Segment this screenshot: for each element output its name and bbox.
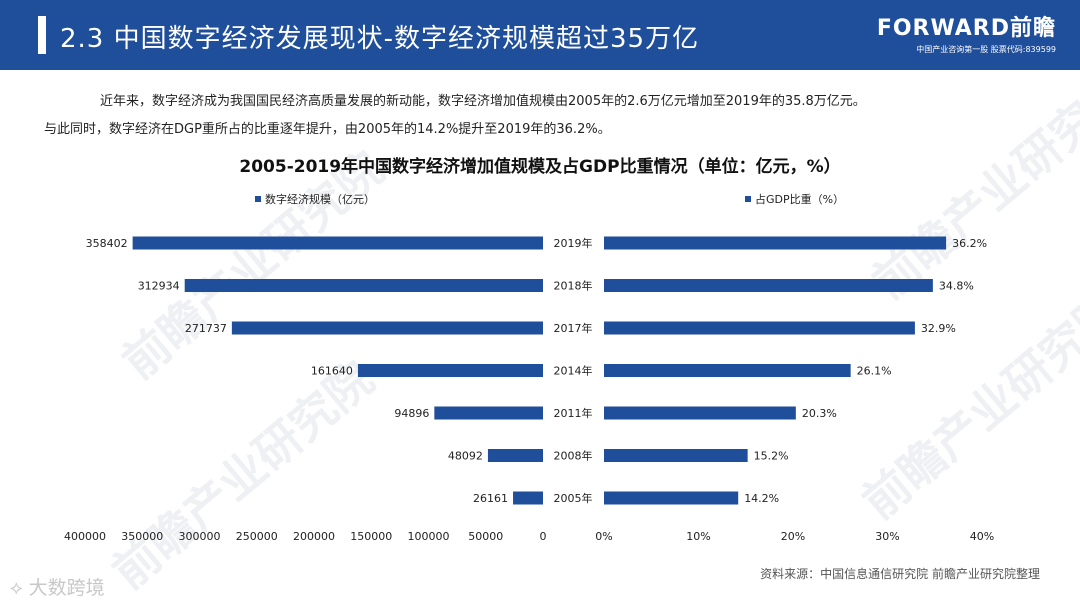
right-bar <box>604 236 947 250</box>
right-axis-tick: 10% <box>686 530 710 543</box>
left-axis-tick: 50000 <box>468 530 503 543</box>
corner-logo-icon: ⟡ <box>10 577 29 599</box>
right-bar <box>604 321 915 335</box>
left-bar <box>231 321 543 335</box>
page-title: 2.3 中国数字经济发展现状-数字经济规模超过35万亿 <box>60 24 700 54</box>
legend-right-label: 占GDP比重（%） <box>755 192 844 206</box>
left-axis-tick: 300000 <box>179 530 221 543</box>
right-bar <box>604 449 748 462</box>
legend-right-swatch <box>745 196 751 202</box>
intro-line-1: 近年来，数字经济成为我国国民经济高质量发展的新动能，数字经济增加值规模由2005… <box>100 94 866 109</box>
left-data-label: 161640 <box>311 365 353 378</box>
left-axis-tick: 250000 <box>236 530 278 543</box>
category-label: 2008年 <box>554 449 593 463</box>
right-axis-tick: 30% <box>875 530 899 543</box>
right-data-label: 36.2% <box>952 237 987 250</box>
logo-subtitle: 中国产业咨询第一股 股票代码:839599 <box>916 45 1056 54</box>
left-axis-tick: 200000 <box>293 530 335 543</box>
right-data-label: 15.2% <box>754 450 789 463</box>
left-axis-tick: 400000 <box>64 530 106 543</box>
corner-text: 大数跨境 <box>28 577 105 599</box>
category-label: 2014年 <box>554 364 593 378</box>
header-banner: 2.3 中国数字经济发展现状-数字经济规模超过35万亿 FORWARD前瞻 中国… <box>0 0 1080 70</box>
right-data-label: 34.8% <box>939 280 974 293</box>
category-label: 2005年 <box>554 491 593 505</box>
left-axis-tick: 350000 <box>121 530 163 543</box>
left-data-label: 271737 <box>185 322 227 335</box>
legend-left-label: 数字经济规模（亿元） <box>265 192 375 206</box>
right-bar <box>604 364 851 377</box>
right-axis-tick: 0% <box>595 530 612 543</box>
corner-watermark: ⟡ 大数跨境 <box>10 573 105 600</box>
left-bar <box>184 279 544 292</box>
intro-line-2: 与此同时，数字经济在DGP重所占的比重逐年提升，由2005年的14.2%提升至2… <box>44 122 611 137</box>
left-data-label: 94896 <box>394 407 429 420</box>
right-data-label: 14.2% <box>744 492 779 505</box>
left-data-label: 312934 <box>138 280 180 293</box>
left-bar <box>487 449 543 462</box>
left-axis-tick: 150000 <box>350 530 392 543</box>
right-bar <box>604 279 933 292</box>
logo-brand: FORWARD前瞻 <box>876 16 1056 41</box>
right-bar <box>604 406 796 420</box>
right-axis-tick: 40% <box>970 530 994 543</box>
intro-paragraph: 近年来，数字经济成为我国国民经济高质量发展的新动能，数字经济增加值规模由2005… <box>44 88 1028 144</box>
right-axis-tick: 20% <box>781 530 805 543</box>
left-bar <box>132 236 544 250</box>
category-label: 2017年 <box>554 321 593 335</box>
right-data-label: 26.1% <box>857 365 892 378</box>
forward-logo: FORWARD前瞻 中国产业咨询第一股 股票代码:839599 <box>877 10 1056 55</box>
chart-title: 2005-2019年中国数字经济增加值规模及占GDP比重情况（单位：亿元，%） <box>239 157 841 177</box>
left-data-label: 26161 <box>473 492 508 505</box>
left-bar <box>513 491 543 505</box>
left-data-label: 48092 <box>448 450 483 463</box>
category-label: 2019年 <box>554 236 593 250</box>
title-accent-bar <box>38 16 46 54</box>
left-bar <box>434 406 543 420</box>
category-label: 2011年 <box>554 406 593 420</box>
category-label: 2018年 <box>554 279 593 293</box>
right-bar <box>604 491 739 505</box>
right-data-label: 20.3% <box>802 407 837 420</box>
left-data-label: 358402 <box>86 237 128 250</box>
left-bar <box>357 364 543 377</box>
left-axis-tick: 0 <box>540 530 547 543</box>
source-note: 资料来源：中国信息通信研究院 前瞻产业研究院整理 <box>760 567 1040 581</box>
legend-left-swatch <box>255 196 261 202</box>
butterfly-bar-chart: 数字经济规模（亿元） 占GDP比重（%） 358402 36.2% 2019年 31293… <box>64 192 994 543</box>
left-axis-tick: 100000 <box>408 530 450 543</box>
right-data-label: 32.9% <box>921 322 956 335</box>
